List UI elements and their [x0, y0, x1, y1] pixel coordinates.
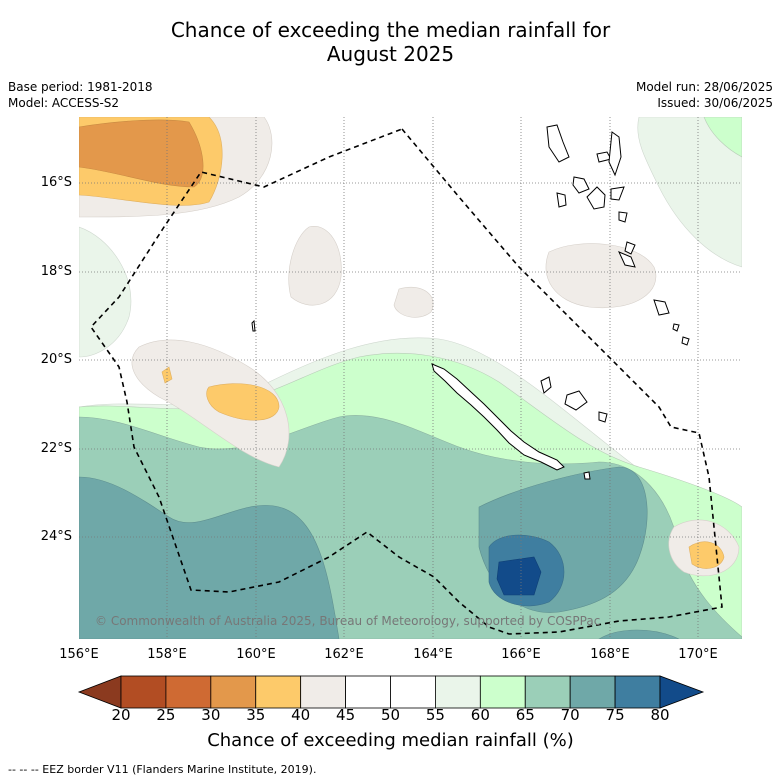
contour-40-45-e: [393, 287, 434, 318]
colorbar-tick-label: 25: [156, 706, 176, 724]
title-line-1: Chance of exceeding the median rainfall …: [170, 18, 611, 42]
new-caledonia-landmass: [431, 363, 565, 471]
colorbar-cell: [569, 675, 616, 709]
lat-label-22s: 22°S: [40, 441, 72, 456]
colorbar-cell: [479, 675, 526, 709]
colorbar-cell: [210, 675, 257, 709]
chart-title: Chance of exceeding the median rainfall …: [0, 18, 781, 66]
contour-55-60-west: [79, 226, 132, 358]
contour-35-40-b: [206, 383, 280, 421]
colorbar-tick-label: 55: [425, 706, 445, 724]
lon-label-158e: 158°E: [147, 647, 187, 662]
colorbar-cell: [390, 675, 436, 709]
model-text: Model: ACCESS-S2: [8, 96, 120, 110]
colorbar-title: Chance of exceeding median rainfall (%): [207, 730, 574, 751]
contour-70-75: [79, 476, 340, 639]
colorbar-cell: [435, 675, 481, 709]
lon-label-170e: 170°E: [678, 647, 718, 662]
loyalty-island-c: [598, 411, 608, 423]
lon-label-162e: 162°E: [324, 647, 364, 662]
contour-55-60-ne: [637, 117, 742, 268]
loyalty-island-a: [540, 376, 552, 394]
colorbar-tick-label: 75: [605, 706, 625, 724]
chesterfield-islets: [251, 319, 256, 332]
colorbar: [77, 675, 705, 709]
contour-70-75-c: [598, 629, 680, 639]
lon-label-156e: 156°E: [59, 647, 99, 662]
colorbar-tick-label: 35: [246, 706, 266, 724]
colorbar-cell: [300, 675, 346, 709]
map-gridlines: [79, 117, 742, 639]
contour-80-plus: [496, 556, 542, 596]
contour-30-35: [79, 119, 204, 188]
vanuatu-islands: [546, 124, 690, 346]
lon-label-164e: 164°E: [413, 647, 453, 662]
issued-text: Issued: 30/06/2025: [657, 96, 773, 110]
lat-label-16s: 16°S: [40, 175, 72, 190]
eez-border: [89, 128, 723, 635]
colorbar-tick-label: 60: [470, 706, 490, 724]
contour-60-65-ne: [703, 117, 742, 158]
lat-label-24s: 24°S: [40, 529, 72, 544]
map-canvas: [79, 117, 742, 639]
model-run-text: Model run: 28/06/2025: [635, 80, 773, 94]
meta-left: Base period: 1981-2018 Model: ACCESS-S2: [8, 79, 153, 111]
base-period-text: Base period: 1981-2018: [8, 80, 153, 94]
title-line-2: August 2025: [326, 42, 455, 66]
contour-40-45-b: [288, 226, 342, 306]
colorbar-tick-label: 40: [291, 706, 311, 724]
copyright-text: © Commonwealth of Australia 2025, Bureau…: [95, 614, 601, 628]
lat-label-20s: 20°S: [40, 352, 72, 367]
colorbar-cell: [345, 675, 391, 709]
rainfall-map: [79, 117, 742, 639]
colorbar-tick-label: 20: [111, 706, 131, 724]
colorbar-tick-label: 30: [201, 706, 221, 724]
lon-label-168e: 168°E: [590, 647, 630, 662]
colorbar-cell: [524, 675, 571, 709]
colorbar-tick-label: 80: [650, 706, 670, 724]
colorbar-cell: [165, 675, 212, 709]
colorbar-extend-high: [659, 675, 705, 709]
island-d: [583, 471, 591, 480]
colorbar-tick-label: 65: [515, 706, 535, 724]
eez-footnote: -- -- -- EEZ border V11 (Flanders Marine…: [8, 763, 317, 776]
loyalty-island-b: [564, 390, 588, 411]
colorbar-tick-label: 50: [380, 706, 401, 724]
colorbar-tick-label: 45: [336, 706, 356, 724]
colorbar-tick-label: 70: [560, 706, 580, 724]
colorbar-cell: [255, 675, 302, 709]
colorbar-cell: [120, 675, 167, 709]
lon-label-166e: 166°E: [501, 647, 541, 662]
colorbar-extend-low: [77, 675, 122, 709]
meta-right: Model run: 28/06/2025 Issued: 30/06/2025: [636, 79, 773, 111]
lon-label-160e: 160°E: [236, 647, 276, 662]
colorbar-cell: [614, 675, 661, 709]
lat-label-18s: 18°S: [40, 264, 72, 279]
